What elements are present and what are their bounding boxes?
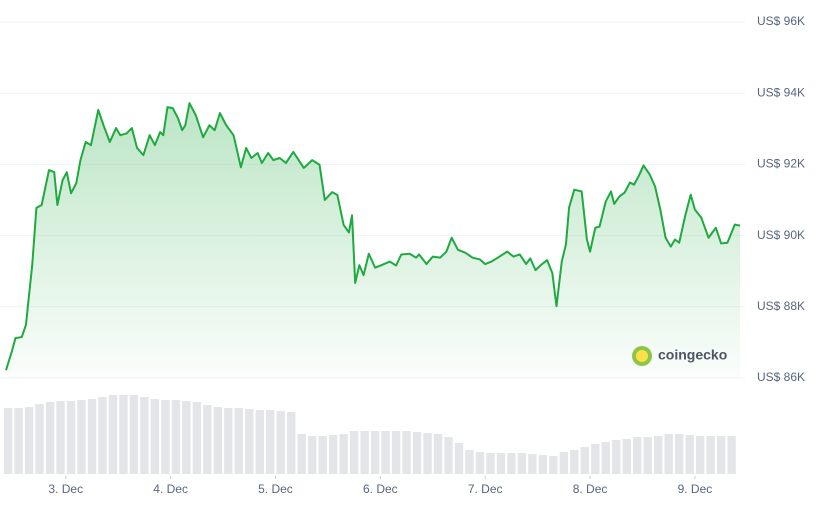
volume-bar bbox=[192, 402, 202, 474]
x-tick-label: 6. Dec bbox=[363, 482, 398, 496]
volume-bar bbox=[465, 450, 474, 474]
volume-bar bbox=[391, 431, 401, 474]
volume-bar bbox=[276, 411, 285, 474]
volume-bar bbox=[245, 409, 254, 474]
grid-layer: US$ 86K US$ 88K US$ 90K US$ 92K US$ 94K US$ 9… bbox=[0, 14, 805, 496]
volume-bar bbox=[360, 431, 369, 474]
brand-text: coingecko bbox=[658, 347, 727, 363]
volume-bar bbox=[14, 408, 23, 474]
x-tick-label: 3. Dec bbox=[48, 482, 83, 496]
volume-bar bbox=[674, 434, 684, 474]
volume-bar bbox=[591, 444, 600, 474]
volume-bar bbox=[287, 412, 296, 474]
y-tick-label: US$ 88K bbox=[757, 299, 805, 313]
volume-bar bbox=[56, 401, 65, 474]
volume-bar bbox=[161, 400, 170, 474]
volume-bar bbox=[266, 410, 275, 474]
volume-bar bbox=[24, 407, 34, 474]
volume-bar bbox=[423, 433, 432, 474]
volume-bar bbox=[580, 447, 590, 474]
volume-bar bbox=[612, 440, 621, 474]
volume-bar bbox=[664, 434, 673, 474]
y-tick-label: US$ 96K bbox=[757, 14, 805, 28]
volume-bar bbox=[150, 399, 160, 474]
volume-bar bbox=[87, 399, 97, 474]
price-area bbox=[6, 103, 740, 378]
volume-bar bbox=[695, 436, 705, 474]
volume-bar bbox=[716, 436, 726, 474]
volume-bar bbox=[98, 397, 107, 474]
y-tick-label: US$ 94K bbox=[757, 85, 805, 99]
x-tick-label: 5. Dec bbox=[258, 482, 293, 496]
volume-bar bbox=[706, 436, 715, 474]
x-tick-label: 8. Dec bbox=[573, 482, 608, 496]
volume-bar bbox=[528, 454, 537, 474]
volume-bar bbox=[349, 431, 359, 474]
volume-bar bbox=[3, 408, 13, 474]
volume-bar bbox=[108, 395, 118, 474]
plot-layer bbox=[5, 102, 741, 378]
brand-logo: coingecko bbox=[632, 346, 727, 366]
volume-bar bbox=[213, 407, 223, 474]
volume-bar bbox=[307, 436, 317, 474]
x-tick-label: 7. Dec bbox=[468, 482, 503, 496]
volume-bar bbox=[643, 437, 652, 474]
volume-bar bbox=[622, 439, 631, 474]
volume-bar bbox=[35, 404, 44, 474]
volume-bar bbox=[339, 434, 348, 474]
volume-bar bbox=[433, 434, 443, 474]
volume-layer bbox=[3, 395, 736, 474]
volume-bar bbox=[685, 435, 694, 474]
volume-bar bbox=[486, 453, 495, 474]
volume-bar bbox=[654, 436, 663, 474]
volume-bar bbox=[444, 437, 453, 474]
volume-bar bbox=[328, 435, 338, 474]
y-tick-label: US$ 90K bbox=[757, 228, 805, 242]
volume-bar bbox=[129, 395, 139, 474]
volume-bar bbox=[727, 436, 736, 474]
volume-bar bbox=[318, 436, 327, 474]
price-line bbox=[5, 102, 741, 371]
volume-bar bbox=[77, 400, 86, 474]
volume-bar bbox=[549, 456, 558, 474]
volume-bar bbox=[538, 455, 548, 474]
volume-bar bbox=[570, 450, 579, 474]
volume-bar bbox=[402, 431, 411, 474]
x-tick-label: 9. Dec bbox=[678, 482, 713, 496]
volume-bar bbox=[496, 453, 506, 474]
y-tick-label: US$ 86K bbox=[757, 370, 805, 384]
volume-bar bbox=[381, 431, 390, 474]
x-tick-label: 4. Dec bbox=[153, 482, 188, 496]
volume-bar bbox=[475, 452, 485, 474]
volume-bar bbox=[297, 434, 306, 474]
volume-bar bbox=[171, 400, 181, 474]
volume-bar bbox=[559, 452, 569, 474]
volume-bar bbox=[601, 442, 610, 474]
volume-bar bbox=[517, 453, 527, 474]
volume-bar bbox=[224, 408, 233, 474]
y-tick-label: US$ 92K bbox=[757, 157, 805, 171]
volume-bar bbox=[412, 432, 422, 474]
volume-bar bbox=[66, 401, 76, 474]
volume-bar bbox=[182, 401, 191, 474]
volume-bar bbox=[45, 402, 55, 474]
volume-bar bbox=[507, 453, 516, 474]
volume-bar bbox=[255, 410, 264, 474]
volume-bar bbox=[454, 443, 464, 474]
volume-bar bbox=[140, 397, 149, 474]
volume-bar bbox=[234, 408, 243, 474]
volume-bar bbox=[119, 395, 128, 474]
volume-bar bbox=[633, 437, 642, 474]
volume-bar bbox=[370, 431, 380, 474]
volume-bar bbox=[203, 405, 212, 474]
logo-icon-inner bbox=[636, 350, 648, 362]
